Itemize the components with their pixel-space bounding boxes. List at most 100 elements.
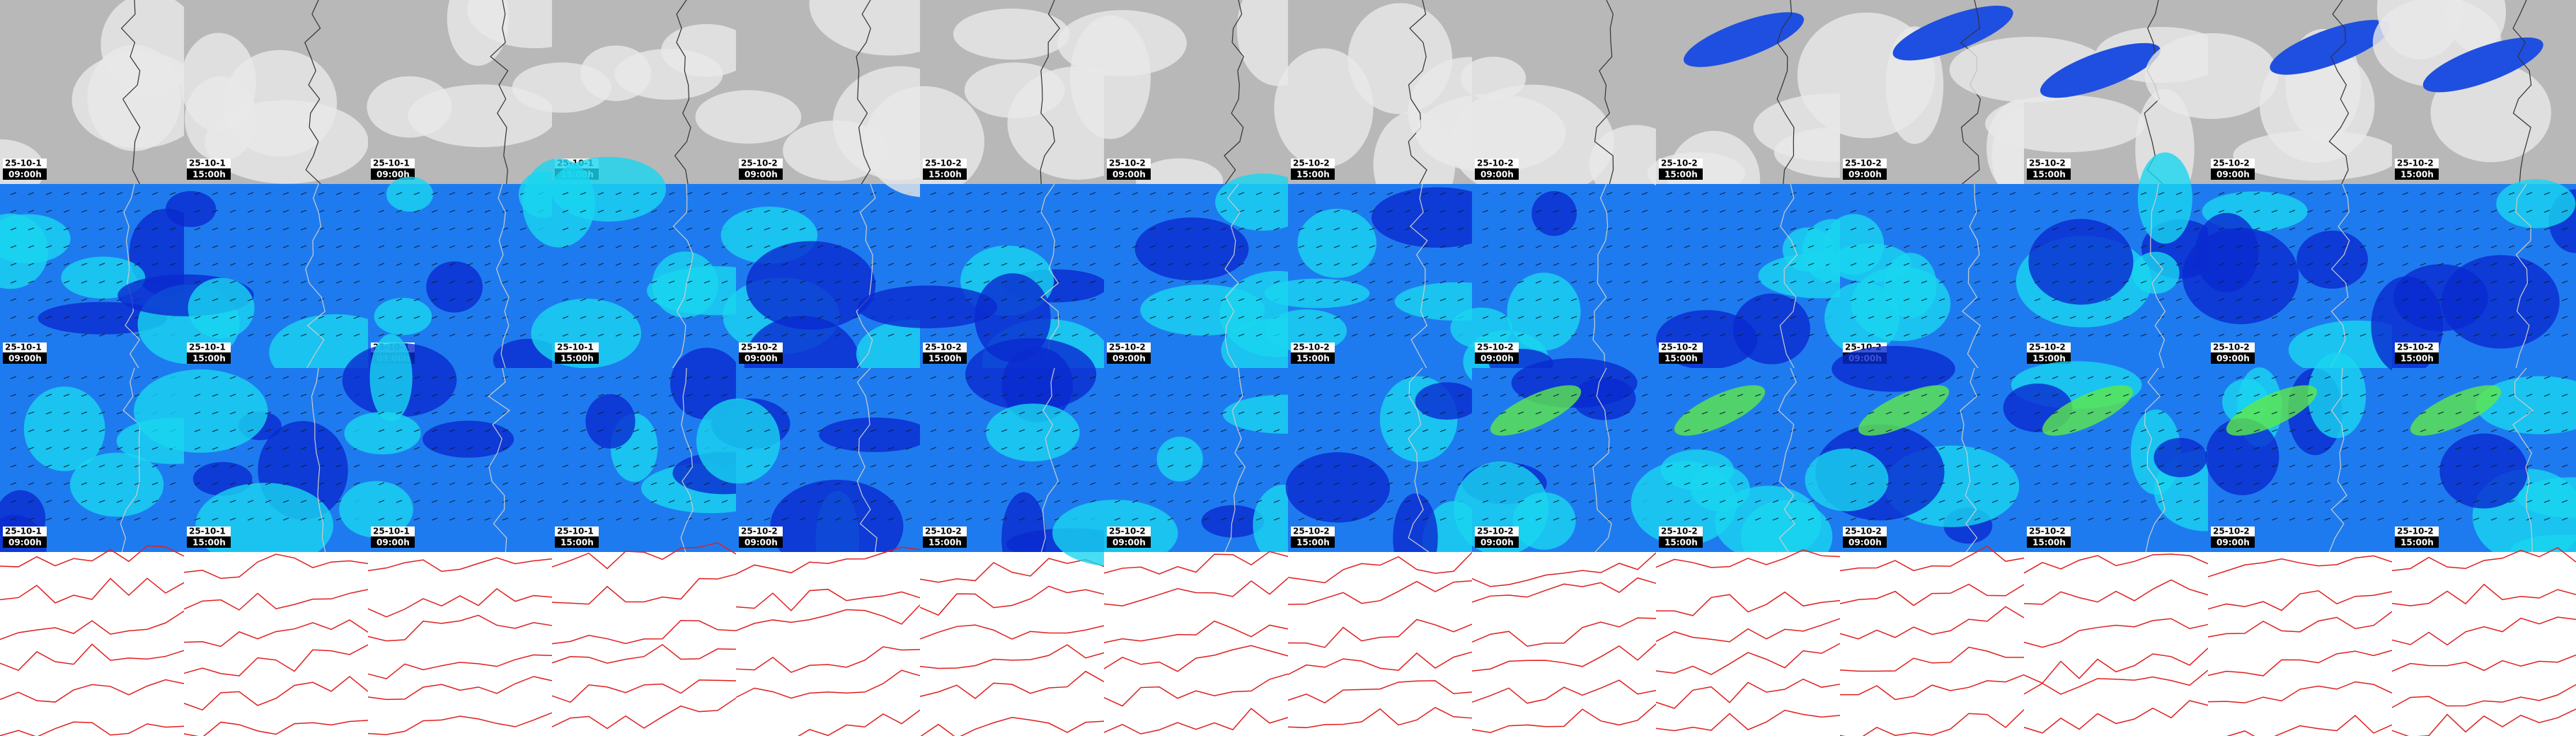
- wind-arrow: [1974, 500, 1981, 503]
- wind-arrow: [2402, 447, 2409, 450]
- wind-arrow: [983, 192, 990, 195]
- isobar: [551, 679, 737, 703]
- wind-arrow: [1719, 517, 1726, 521]
- map-tile: 25-10-109:00h: [0, 0, 207, 200]
- wind-arrow: [1255, 316, 1263, 319]
- wind-arrow: [2508, 429, 2515, 432]
- wind-arrow: [764, 298, 771, 301]
- wind-arrow: [2342, 482, 2349, 485]
- wind-arrow: [1114, 447, 1121, 450]
- wind-arrow: [28, 245, 35, 248]
- wind-arrow: [1868, 192, 1875, 195]
- wind-arrow: [1641, 209, 1648, 213]
- wind-arrow: [2140, 316, 2147, 319]
- wind-arrow: [2034, 227, 2041, 231]
- wind-arrow: [300, 464, 307, 468]
- wind-arrow: [930, 192, 937, 195]
- wind-arrow: [537, 298, 544, 301]
- wind-zone: [1297, 209, 1376, 278]
- wind-arrow: [1351, 263, 1358, 266]
- wind-arrow: [668, 411, 675, 415]
- wind-arrow: [1132, 298, 1139, 301]
- map-tile: [2023, 552, 2209, 736]
- wind-arrow: [1921, 245, 1928, 248]
- wind-arrow: [45, 333, 52, 337]
- wind-arrow: [318, 263, 325, 266]
- wind-arrow: [1719, 500, 1726, 503]
- wind-arrow: [1754, 429, 1761, 432]
- wind-arrow: [413, 316, 420, 319]
- wind-arrow: [378, 376, 385, 379]
- wind-arrow: [1149, 333, 1156, 337]
- wind-arrow: [318, 411, 325, 415]
- wind-arrow: [1149, 447, 1156, 450]
- wind-arrow: [1114, 245, 1121, 248]
- time-label: 09:00h: [376, 170, 410, 180]
- time-label: 15:00h: [2032, 170, 2066, 180]
- wind-arrow: [282, 376, 289, 379]
- wind-arrow: [502, 227, 509, 231]
- wind-zone: [1507, 272, 1581, 351]
- map-tile: 25-10-115:00h: [512, 0, 752, 185]
- map-tile: 25-10-215:00h: [2371, 179, 2576, 375]
- isobar: [2023, 648, 2209, 684]
- wind-arrow: [1606, 464, 1613, 468]
- wind-arrow: [1071, 263, 1079, 266]
- date-label: 25-10-2: [1293, 159, 1330, 168]
- wind-arrow: [318, 500, 325, 503]
- wind-arrow: [781, 411, 788, 415]
- wind-arrow: [1255, 376, 1263, 379]
- wind-arrow: [396, 376, 403, 379]
- wind-arrow: [519, 464, 527, 468]
- wind-arrow: [2236, 316, 2243, 319]
- wind-arrow: [1018, 447, 1025, 450]
- wind-arrow: [1772, 280, 1779, 284]
- map-tile: [551, 542, 737, 736]
- coastline: [1040, 183, 1059, 369]
- wind-arrow: [746, 298, 753, 301]
- wind-arrow: [10, 192, 17, 195]
- wind-arrow: [2009, 263, 2016, 266]
- wind-arrow: [282, 464, 289, 468]
- wind-arrow: [2490, 500, 2497, 503]
- wind-arrow: [413, 376, 420, 379]
- wind-arrow: [1588, 411, 1595, 415]
- wind-arrow: [1588, 500, 1595, 503]
- wind-arrow: [2069, 263, 2076, 266]
- wind-arrow: [2009, 333, 2016, 337]
- wind-arrow: [2087, 482, 2094, 485]
- wind-arrow: [2052, 333, 2059, 337]
- wind-arrow: [1825, 429, 1832, 432]
- wind-arrow: [1185, 227, 1192, 231]
- wind-arrow: [633, 393, 640, 397]
- time-label: 09:00h: [2216, 354, 2250, 364]
- cloud: [661, 23, 752, 77]
- wind-arrow: [1737, 298, 1744, 301]
- wind-arrow: [2034, 316, 2041, 319]
- wind-arrow: [1868, 209, 1875, 213]
- wind-arrow: [537, 429, 544, 432]
- wind-arrow: [764, 517, 771, 521]
- wind-arrow: [1482, 411, 1489, 415]
- wind-arrow: [1921, 482, 1928, 485]
- time-label: 09:00h: [8, 170, 42, 180]
- wind-arrow: [396, 209, 403, 213]
- wind-arrow: [1938, 500, 1945, 503]
- wind-arrow: [2175, 411, 2183, 415]
- wind-arrow: [98, 333, 105, 337]
- wind-arrow: [1386, 482, 1393, 485]
- wind-arrow: [466, 263, 473, 266]
- wind-arrow: [1167, 447, 1174, 450]
- wind-arrow: [1298, 447, 1305, 450]
- wind-arrow: [817, 447, 824, 450]
- wind-arrow: [2253, 429, 2260, 432]
- wind-arrow: [63, 393, 70, 397]
- wind-arrow: [930, 209, 937, 213]
- wind-zone: [369, 333, 413, 422]
- wind-arrow: [1921, 411, 1928, 415]
- wind-arrow: [2490, 393, 2497, 397]
- wind-arrow: [1974, 393, 1981, 397]
- wind-arrow: [1298, 393, 1305, 397]
- wind-arrow: [537, 263, 544, 266]
- wind-arrow: [1825, 393, 1832, 397]
